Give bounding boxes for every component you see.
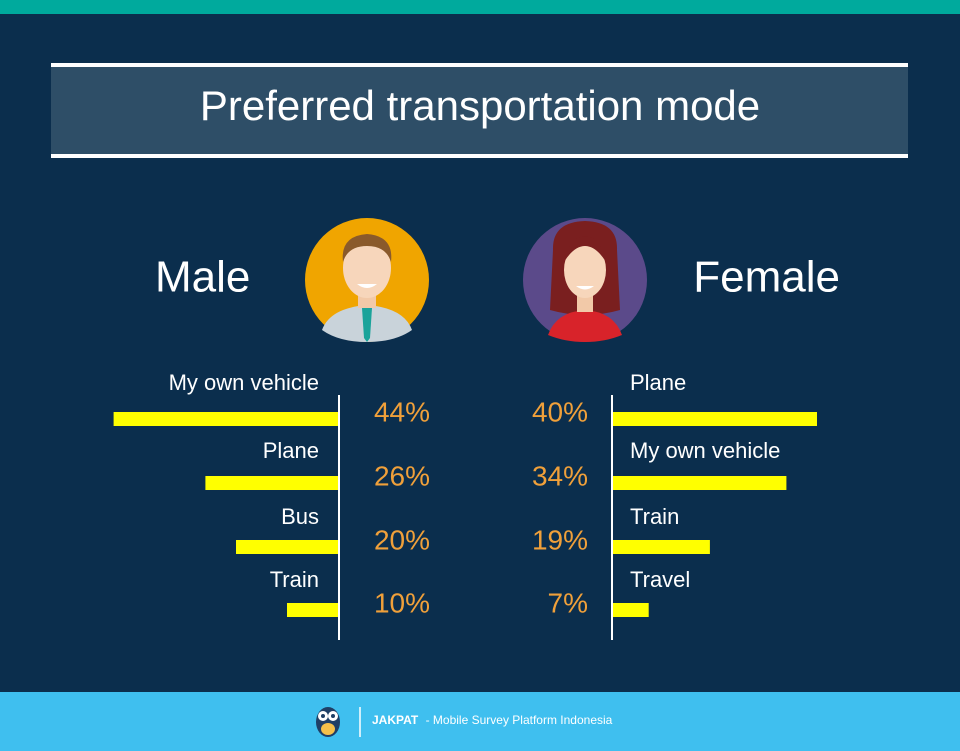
title-band xyxy=(51,67,908,154)
footer-band xyxy=(0,692,960,751)
footer-text: JAKPAT - Mobile Survey Platform Indonesi… xyxy=(372,713,613,727)
value-label: 10% xyxy=(374,587,430,618)
category-label: Plane xyxy=(630,370,686,395)
bar xyxy=(613,540,710,554)
value-label: 34% xyxy=(532,460,588,491)
category-label: Plane xyxy=(263,438,319,463)
value-label: 20% xyxy=(374,524,430,555)
bar xyxy=(613,412,817,426)
category-label: Travel xyxy=(630,567,690,592)
value-label: 40% xyxy=(532,396,588,427)
page-title: Preferred transportation mode xyxy=(200,82,760,129)
bar xyxy=(613,476,787,490)
category-label: My own vehicle xyxy=(630,438,780,463)
panel-title: Male xyxy=(155,253,250,302)
category-label: Train xyxy=(270,567,319,592)
value-label: 7% xyxy=(548,587,588,618)
footer-tagline: - Mobile Survey Platform Indonesia xyxy=(426,713,613,727)
category-label: Bus xyxy=(281,504,319,529)
bar xyxy=(205,476,338,490)
bar-groups: My own vehicle 44% Plane 26% Bus 20% Train 10% P… xyxy=(113,370,817,618)
value-label: 44% xyxy=(374,396,430,427)
bar xyxy=(613,603,649,617)
female-avatar xyxy=(523,218,647,342)
bar xyxy=(113,412,338,426)
male-avatar xyxy=(305,218,429,342)
value-label: 19% xyxy=(532,524,588,555)
bar xyxy=(236,540,338,554)
category-label: Train xyxy=(630,504,679,529)
category-label: My own vehicle xyxy=(169,370,319,395)
owl-logo xyxy=(316,707,340,737)
top-strip xyxy=(0,0,960,14)
panel-title: Female xyxy=(693,253,840,302)
bar xyxy=(287,603,338,617)
footer-brand: JAKPAT xyxy=(372,713,419,727)
value-label: 26% xyxy=(374,460,430,491)
